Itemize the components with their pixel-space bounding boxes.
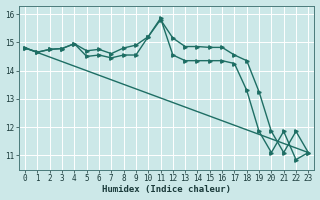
X-axis label: Humidex (Indice chaleur): Humidex (Indice chaleur) xyxy=(102,185,231,194)
